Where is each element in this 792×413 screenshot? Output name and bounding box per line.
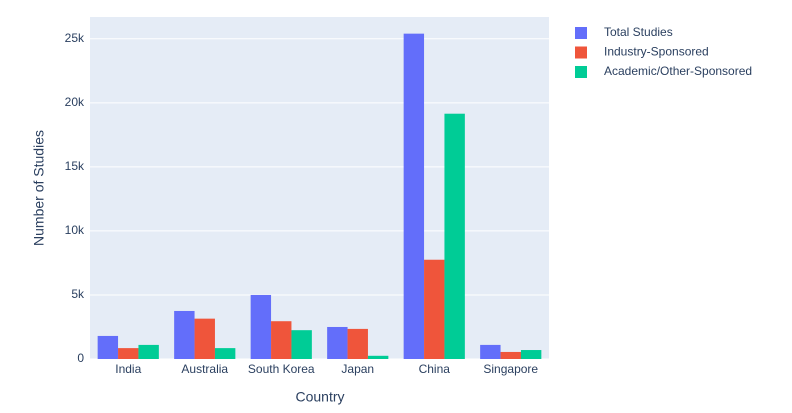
x-axis-title: Country	[295, 389, 344, 405]
bar	[174, 310, 195, 359]
legend-swatch	[575, 46, 587, 59]
bar	[327, 326, 348, 359]
bar	[480, 344, 501, 359]
bar	[271, 321, 292, 359]
y-tick-label: 25k	[65, 31, 85, 45]
bar	[347, 328, 368, 359]
x-tick-label: India	[115, 362, 141, 376]
bar	[194, 318, 215, 359]
bar	[403, 33, 425, 360]
y-tick-label: 20k	[65, 95, 85, 109]
legend-swatch	[575, 66, 587, 78]
bar	[250, 294, 272, 359]
legend-label: Total Studies	[604, 25, 673, 39]
x-tick-label: South Korea	[248, 362, 315, 376]
plot-background	[90, 17, 549, 359]
legend-label: Academic/Other-Sponsored	[604, 64, 752, 78]
bar	[118, 348, 139, 359]
legend-label: Industry-Sponsored	[604, 45, 709, 59]
x-tick-label: China	[419, 362, 451, 376]
y-tick-label: 5k	[71, 287, 85, 301]
bar	[138, 344, 159, 359]
x-tick-label: Japan	[341, 362, 374, 376]
bar	[367, 355, 389, 359]
y-tick-label: 0	[77, 351, 84, 365]
bar	[520, 350, 542, 359]
bar	[424, 259, 445, 359]
x-tick-label: Singapore	[483, 362, 538, 376]
y-tick-label: 15k	[65, 159, 85, 173]
y-axis-title: Number of Studies	[31, 130, 47, 246]
x-tick-label: Australia	[181, 362, 228, 376]
legend-swatch	[575, 27, 587, 39]
bar	[444, 113, 465, 360]
y-tick-label: 10k	[65, 223, 85, 237]
bar	[500, 351, 521, 359]
bar	[291, 330, 312, 359]
bar	[214, 348, 236, 359]
bar	[97, 335, 119, 359]
